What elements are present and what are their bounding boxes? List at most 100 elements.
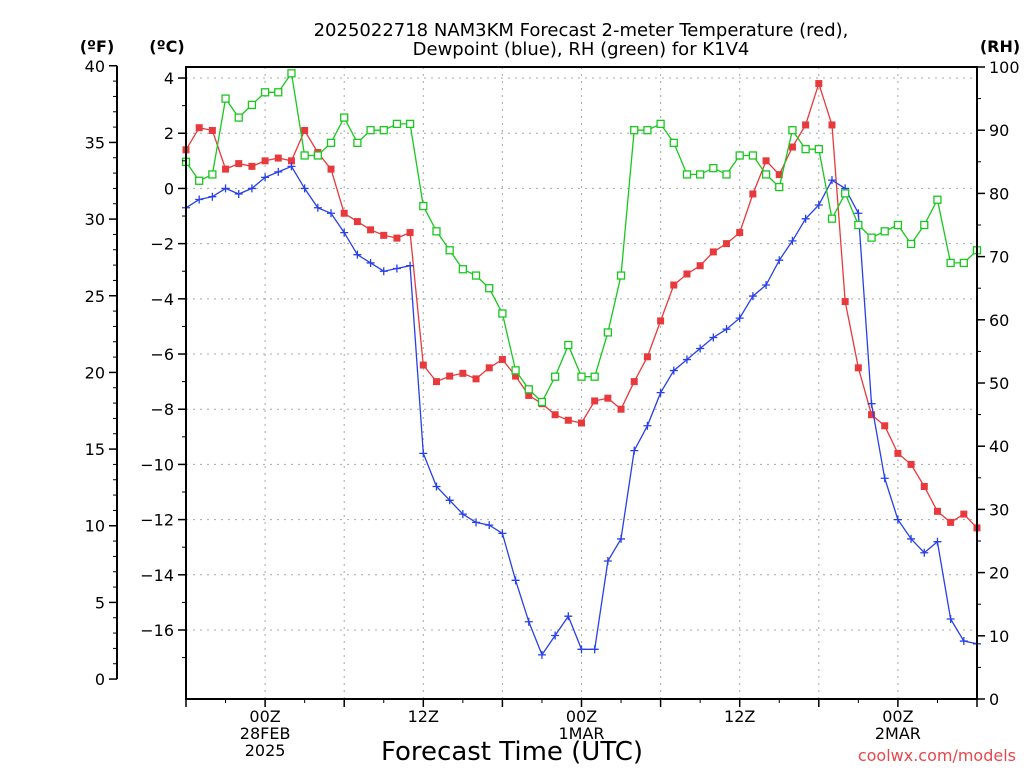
fahrenheit-tick-label: 15 xyxy=(85,440,105,459)
dewpoint-point xyxy=(366,258,375,267)
rh-point xyxy=(485,284,494,293)
unit-label-fahrenheit: (ºF) xyxy=(80,37,115,56)
credit-label: coolwx.com/models xyxy=(858,746,1016,765)
rh-point xyxy=(340,113,349,122)
dewpoint-point xyxy=(893,515,902,524)
fahrenheit-tick-label: 20 xyxy=(85,363,105,382)
temperature-point xyxy=(564,416,572,424)
rh-point xyxy=(524,385,533,394)
celsius-tick-label: −4 xyxy=(150,290,174,309)
dewpoint-point xyxy=(313,203,322,212)
dewpoint-point xyxy=(537,650,546,659)
dewpoint-point xyxy=(406,261,415,270)
dewpoint-point xyxy=(261,173,270,182)
rh-point xyxy=(445,246,454,255)
temperature-point xyxy=(248,162,256,170)
rh-point xyxy=(537,397,547,407)
celsius-tick-label: −8 xyxy=(150,400,174,419)
dewpoint-point xyxy=(920,548,929,557)
celsius-tick-label: 0 xyxy=(164,179,174,198)
temperature-point xyxy=(472,375,480,383)
dewpoint-point xyxy=(775,256,784,265)
temperature-point xyxy=(578,419,585,427)
rh-point xyxy=(498,309,507,318)
temperature-point xyxy=(709,248,717,256)
temperature-point xyxy=(775,171,783,179)
dewpoint-point xyxy=(287,162,296,171)
dewpoint-point xyxy=(551,631,560,640)
rh-point xyxy=(577,372,586,381)
rh-point xyxy=(458,265,468,274)
temperature-point xyxy=(498,356,506,364)
unit-label-rh: (RH) xyxy=(980,37,1020,56)
rh-point xyxy=(867,233,876,242)
temperature-point xyxy=(485,364,493,372)
series-layer xyxy=(181,69,982,659)
temperature-point xyxy=(393,234,401,242)
rh-point xyxy=(313,151,322,160)
rh-point xyxy=(511,366,520,375)
temperature-point xyxy=(643,353,651,361)
dewpoint-point xyxy=(472,518,481,527)
rh-tick-label: 90 xyxy=(989,121,1009,140)
dewpoint-point xyxy=(234,189,243,198)
celsius-tick-label: −16 xyxy=(140,621,174,640)
rh-point xyxy=(854,220,863,230)
fahrenheit-tick-label: 0 xyxy=(95,670,105,689)
rh-point xyxy=(353,138,362,147)
dewpoint-point xyxy=(511,576,520,585)
temperature-point xyxy=(512,372,520,380)
temperature-point xyxy=(591,397,599,405)
rh-point xyxy=(643,126,652,135)
rh-point xyxy=(959,258,968,268)
dewpoint-point xyxy=(907,534,916,543)
rh-point xyxy=(748,151,758,160)
dewpoint-point xyxy=(748,292,757,301)
chart-title-line-2: Dewpoint (blue), RH (green) for K1V4 xyxy=(413,39,750,60)
temperature-point xyxy=(222,165,230,173)
rh-point xyxy=(260,88,270,97)
dewpoint-point xyxy=(867,399,876,408)
rh-point xyxy=(920,220,929,230)
dewpoint-point xyxy=(933,537,942,546)
dewpoint-point xyxy=(327,209,336,218)
temperature-point xyxy=(617,405,625,413)
rh-point xyxy=(616,271,626,280)
rh-tick-label: 60 xyxy=(989,311,1009,330)
rh-point xyxy=(247,100,257,110)
temperature-point xyxy=(933,507,941,515)
rh-point xyxy=(392,119,402,129)
dewpoint-point xyxy=(577,645,586,654)
dewpoint-point xyxy=(340,228,349,237)
dewpoint-point xyxy=(827,176,836,185)
temperature-point xyxy=(657,317,665,325)
celsius-tick-label: −2 xyxy=(150,235,174,254)
temperature-point xyxy=(683,270,691,278)
rh-point xyxy=(366,126,375,135)
rh-point xyxy=(471,271,481,280)
x-tick-label: 00Z xyxy=(249,707,280,726)
temperature-point xyxy=(235,160,243,168)
dewpoint-point xyxy=(854,209,863,218)
dewpoint-point xyxy=(814,200,823,209)
rh-point xyxy=(208,170,217,179)
celsius-tick-label: −12 xyxy=(140,511,174,530)
celsius-tick-label: 4 xyxy=(164,69,174,88)
celsius-tick-label: −6 xyxy=(150,345,174,364)
rh-tick-label: 100 xyxy=(989,58,1020,77)
dewpoint-point xyxy=(696,344,705,353)
rh-point xyxy=(287,69,296,78)
temperature-point xyxy=(920,482,928,490)
rh-point xyxy=(432,227,441,236)
temperature-point xyxy=(815,80,823,88)
temperature-point xyxy=(907,460,915,468)
dewpoint-point xyxy=(445,496,454,505)
temperature-point xyxy=(261,157,269,165)
dewpoint-point xyxy=(946,614,955,623)
rh-tick-label: 20 xyxy=(989,564,1009,583)
unit-label-celsius: (ºC) xyxy=(149,37,184,56)
dewpoint-point xyxy=(801,214,810,223)
dewpoint-point xyxy=(274,167,283,176)
